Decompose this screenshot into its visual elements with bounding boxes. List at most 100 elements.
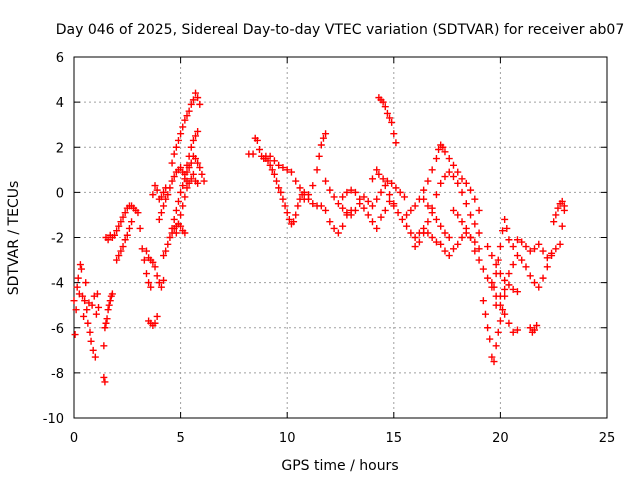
data-point-marker [558,197,566,205]
data-point-marker [471,238,479,246]
y-tick-label: -6 [51,322,64,337]
data-point-marker [283,209,291,217]
data-point-marker [76,261,84,269]
data-point-marker [441,247,449,255]
data-point-marker [375,170,383,178]
data-point-marker [437,240,445,248]
data-point-marker [177,222,185,230]
data-point-marker [441,148,449,156]
data-point-marker [441,229,449,237]
data-point-marker [492,270,500,278]
data-point-marker [279,164,287,172]
data-point-marker [80,312,88,320]
data-point-marker [388,118,396,126]
data-point-marker [462,200,470,208]
data-point-marker [113,227,121,235]
data-point-marker [394,209,402,217]
data-point-marker [420,186,428,194]
data-point-marker [83,306,91,314]
data-point-marker [266,161,274,169]
data-point-marker [168,159,176,167]
data-point-marker [181,193,189,201]
data-point-marker [189,136,197,144]
data-point-marker [513,236,521,244]
data-point-marker [134,209,142,217]
chart-title: Day 046 of 2025, Sidereal Day-to-day VTE… [56,22,625,38]
data-point-marker [360,193,368,201]
data-point-marker [145,279,153,287]
data-point-marker [343,188,351,196]
data-point-marker [454,179,462,187]
data-point-marker [381,103,389,111]
data-point-marker [317,141,325,149]
y-tick-label: 4 [56,96,64,111]
data-point-marker [386,197,394,205]
data-point-marker [486,335,494,343]
data-point-marker [255,146,263,154]
data-point-marker [292,211,300,219]
data-point-marker [162,247,170,255]
data-point-marker [492,342,500,350]
data-point-marker [475,245,483,253]
data-point-marker [72,306,80,314]
data-point-marker [309,182,317,190]
data-point-marker [183,184,191,192]
data-point-marker [164,191,172,199]
data-point-marker [153,312,161,320]
data-point-marker [458,234,466,241]
axis-ticks: 0 5 10 15 20 25 -10 -8 -6 -4 -2 0 2 4 6 [43,51,616,446]
data-point-marker [294,202,302,210]
data-point-marker [392,139,400,147]
data-point-marker [84,319,92,327]
data-point-marker [339,222,347,230]
data-point-marker [119,213,127,221]
data-point-marker [194,94,202,102]
data-point-marker [170,150,178,158]
data-point-marker [441,173,449,181]
data-point-marker [403,211,411,219]
data-point-marker [82,279,90,287]
data-point-marker [88,301,96,309]
data-point-marker [194,127,202,135]
data-point-marker [490,358,498,366]
data-point-marker [287,168,295,176]
data-point-marker [552,211,560,219]
data-point-marker [383,177,391,185]
y-tick-label: 0 [56,186,64,201]
data-point-marker [292,177,300,185]
data-point-marker [157,209,165,217]
data-points [70,89,568,386]
data-point-marker [467,211,475,219]
data-point-marker [420,195,428,203]
data-point-marker [330,224,338,232]
data-point-marker [539,274,547,282]
x-tick-label: 10 [279,431,296,446]
data-point-marker [155,279,163,287]
data-point-marker [396,188,404,196]
data-point-marker [484,274,492,282]
data-point-marker [411,202,419,210]
data-point-marker [381,206,389,214]
data-point-marker [432,215,440,223]
data-point-marker [185,107,193,115]
data-point-marker [174,197,182,205]
data-point-marker [253,136,261,144]
data-point-marker [445,234,453,241]
data-point-marker [383,109,391,117]
data-point-marker [170,173,178,181]
data-point-marker [319,134,327,142]
data-point-marker [471,220,479,228]
data-point-marker [106,297,114,305]
data-point-marker [101,378,109,386]
data-point-marker [351,188,359,196]
data-point-marker [501,276,509,284]
data-point-marker [285,215,293,223]
data-point-marker [179,202,187,210]
data-point-marker [407,229,415,237]
data-point-marker [403,222,411,230]
data-point-marker [471,195,479,203]
data-point-marker [379,175,387,183]
y-tick-label: 6 [56,51,64,66]
data-point-marker [475,206,483,214]
data-point-marker [543,263,551,271]
